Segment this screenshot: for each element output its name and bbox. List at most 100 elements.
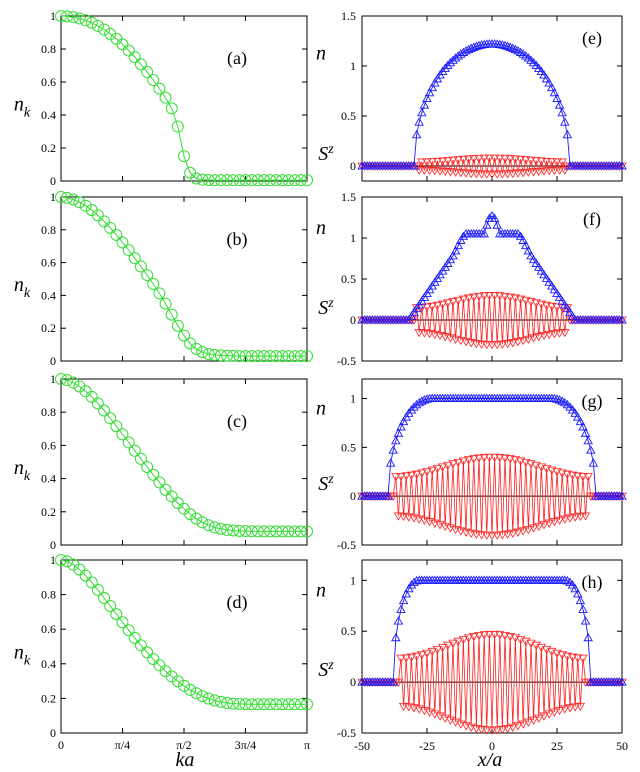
data-point — [257, 350, 270, 363]
panel-label: (c) — [227, 411, 247, 432]
n-point — [518, 235, 528, 244]
sz-point — [567, 653, 578, 662]
sz-point — [432, 301, 443, 310]
panel-g: -0.5 0 0.5 1 n Sz (g) — [316, 378, 627, 552]
data-point — [270, 525, 283, 538]
data-point — [239, 525, 252, 538]
sz-point — [500, 292, 510, 302]
sz-point — [458, 635, 469, 645]
sz-point — [443, 299, 453, 308]
sz-point — [502, 170, 513, 179]
x-tick-label: π — [304, 738, 310, 752]
x-tick-label: -50 — [354, 739, 370, 753]
y-tick-label: 1 — [50, 553, 56, 567]
sz-point — [401, 654, 411, 663]
n-point — [570, 408, 580, 417]
sz-point — [482, 170, 492, 179]
data-point — [202, 519, 215, 532]
sz-point — [487, 170, 497, 179]
sz-point — [510, 155, 521, 164]
y-tick-label: 0 — [350, 489, 356, 503]
sz-point — [417, 651, 427, 660]
sz-axis-label: Sz — [318, 142, 334, 165]
data-point — [196, 346, 209, 359]
y-tick-label: 0.2 — [41, 505, 56, 519]
sz-point — [534, 167, 544, 177]
data-point — [134, 58, 147, 71]
data-point — [178, 150, 191, 163]
x-tick-label: 50 — [616, 739, 628, 753]
n-point — [575, 416, 586, 426]
data-point — [141, 269, 154, 282]
data-point — [91, 19, 104, 32]
sz-point — [435, 167, 445, 176]
n-point — [479, 228, 489, 238]
data-point — [104, 221, 117, 234]
n-axis-label: n — [316, 43, 326, 65]
sz-point — [531, 299, 541, 308]
sz-point — [515, 295, 526, 304]
n-point — [445, 57, 456, 67]
x-tick-label: π/4 — [115, 738, 130, 752]
y-tick-label: 0.6 — [41, 622, 56, 636]
data-point — [184, 683, 197, 696]
data-point — [245, 525, 258, 538]
sz-point — [510, 294, 521, 303]
data-point — [196, 690, 209, 703]
sz-point — [479, 454, 489, 463]
n-point — [391, 435, 401, 445]
panel-label: (b) — [227, 229, 248, 250]
series-line — [60, 378, 307, 532]
y-tick-label: 0.2 — [41, 321, 56, 335]
n-line — [362, 43, 622, 167]
y-tick-label: 0.2 — [41, 691, 56, 705]
sz-point — [448, 639, 458, 648]
data-point — [288, 525, 301, 538]
data-point — [288, 350, 301, 363]
data-point — [301, 350, 314, 363]
data-point — [251, 350, 264, 363]
n-point — [440, 63, 450, 72]
sz-point — [617, 162, 627, 171]
n-point — [557, 296, 567, 305]
sz-point — [427, 302, 437, 311]
n-point — [549, 284, 560, 294]
n-point — [448, 55, 458, 64]
data-point — [276, 350, 289, 363]
data-point — [245, 174, 258, 187]
y-tick-label: 0 — [50, 174, 56, 188]
n-point — [406, 405, 417, 414]
sz-point — [510, 456, 521, 465]
sz-point — [463, 294, 474, 303]
data-point — [196, 173, 209, 186]
n-point — [562, 303, 573, 313]
data-point — [159, 297, 172, 310]
data-point — [98, 591, 111, 604]
sz-point — [489, 630, 500, 640]
n-point — [528, 254, 539, 264]
n-point — [575, 595, 586, 605]
sz-point — [495, 454, 505, 463]
data-point — [73, 196, 86, 209]
sz-point — [463, 634, 474, 643]
sz-point — [440, 167, 450, 177]
sz-point — [427, 647, 437, 657]
data-point — [55, 554, 67, 566]
n-point — [586, 445, 596, 454]
n-point — [567, 311, 578, 320]
n-axis-label: n — [316, 217, 326, 239]
data-point — [55, 373, 67, 385]
sz-point — [458, 295, 469, 304]
sz-point — [463, 456, 474, 465]
y-tick-label: 1.5 — [341, 190, 356, 204]
data-point — [264, 525, 277, 538]
sz-point — [406, 471, 417, 480]
sz-point — [461, 169, 471, 178]
sz-point — [526, 156, 536, 165]
sz-point — [411, 470, 422, 479]
sz-point — [469, 293, 479, 302]
y-tick-label: 0 — [50, 726, 56, 740]
data-point — [134, 639, 147, 652]
data-point — [122, 624, 135, 637]
sz-point — [505, 155, 515, 164]
